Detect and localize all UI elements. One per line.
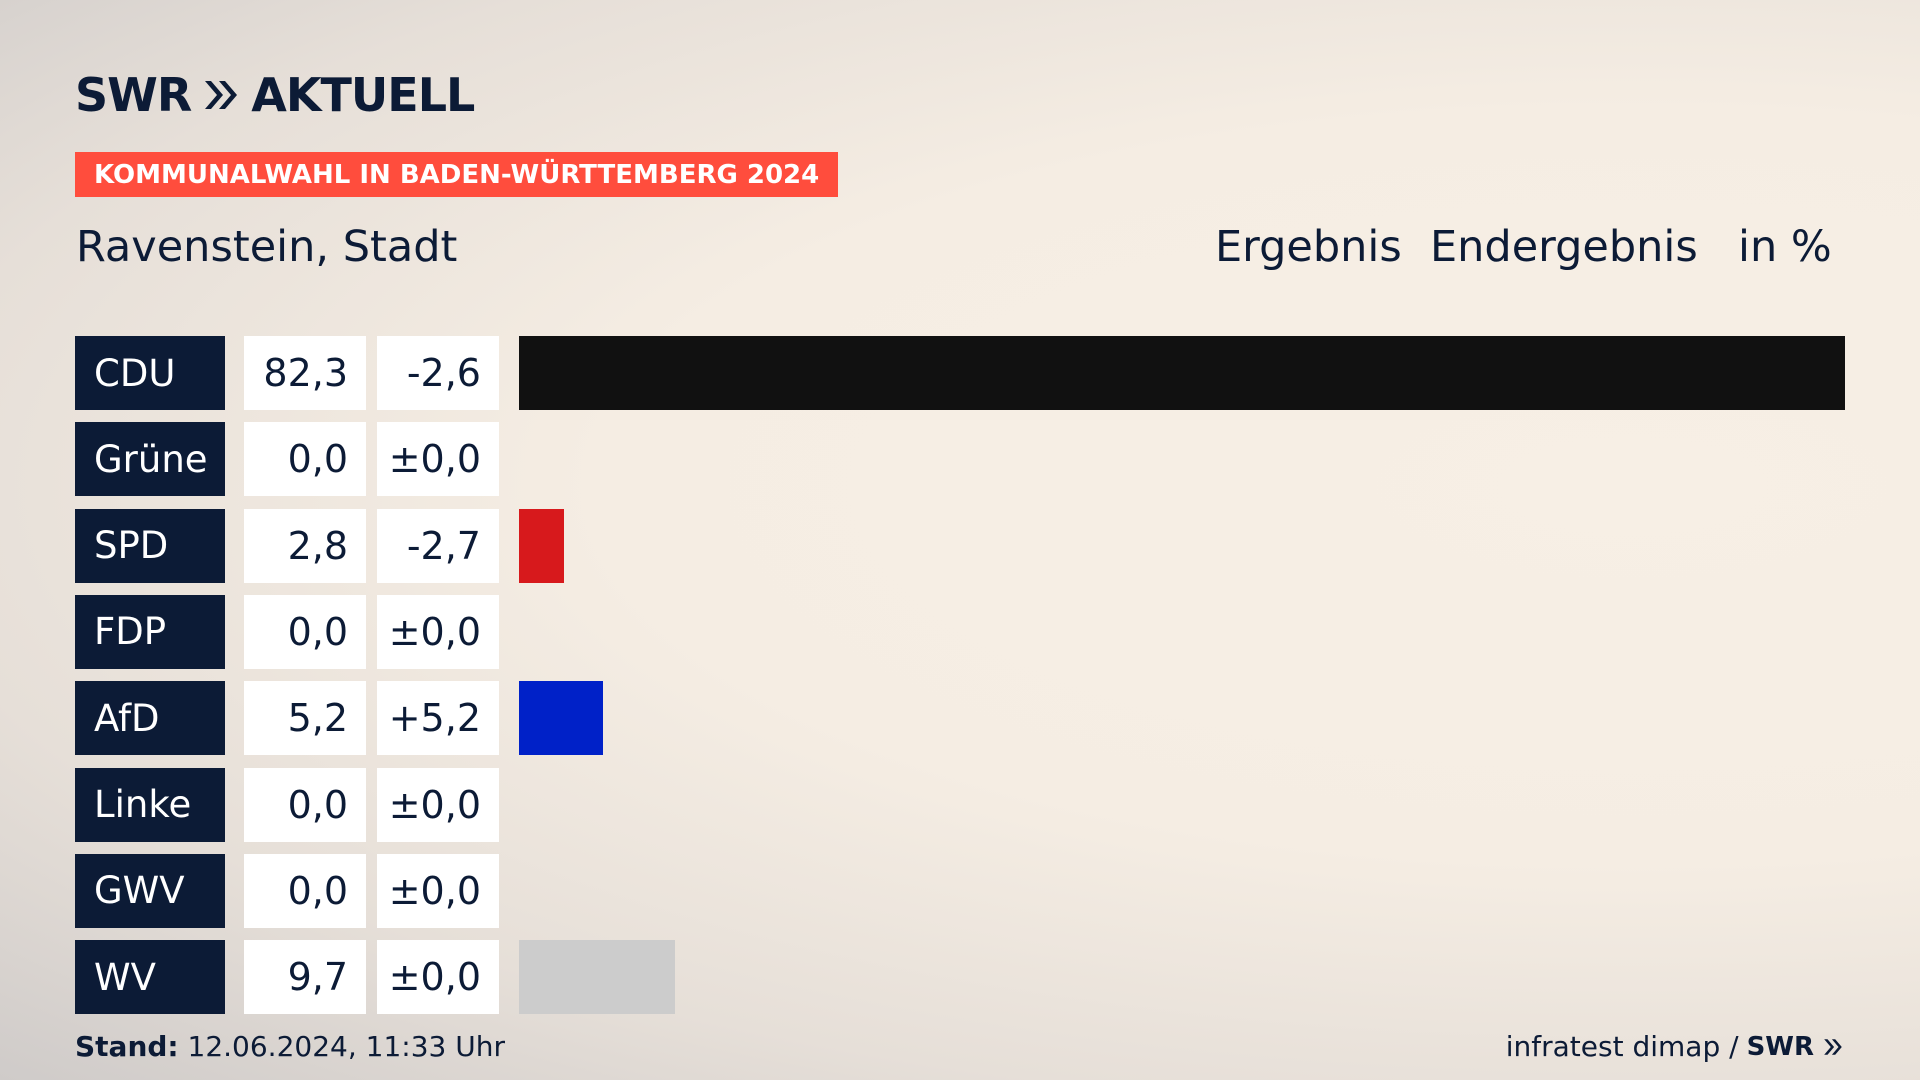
place-title: Ravenstein, Stadt <box>76 222 458 272</box>
stand-value: 12.06.2024, 11:33 Uhr <box>178 1030 505 1063</box>
vote-share-diff: ±0,0 <box>377 853 499 928</box>
party-label: Linke <box>75 767 225 842</box>
party-label: WV <box>75 940 225 1015</box>
logo-swr-text: SWR <box>75 68 192 122</box>
result-bar <box>519 508 565 583</box>
vote-share-value: 0,0 <box>244 767 366 842</box>
header-final: Endergebnis <box>1430 222 1698 272</box>
party-label: FDP <box>75 594 225 669</box>
result-bar <box>519 336 1845 410</box>
vote-share-diff: ±0,0 <box>377 767 499 842</box>
vote-share-value: 5,2 <box>244 681 366 756</box>
swr-aktuell-logo: SWR AKTUELL <box>75 68 475 122</box>
party-label: GWV <box>75 853 225 928</box>
vote-share-value: 82,3 <box>244 336 366 410</box>
vote-share-value: 0,0 <box>244 422 366 497</box>
double-chevron-icon <box>1824 1038 1842 1055</box>
result-bar <box>519 681 603 756</box>
result-bar <box>519 940 676 1015</box>
vote-share-diff: +5,2 <box>377 681 499 756</box>
party-label: Grüne <box>75 422 225 497</box>
vote-share-value: 0,0 <box>244 853 366 928</box>
vote-share-value: 9,7 <box>244 940 366 1015</box>
vote-share-diff: ±0,0 <box>377 594 499 669</box>
source-text: infratest dimap / <box>1505 1030 1739 1063</box>
vote-share-diff: -2,6 <box>377 336 499 410</box>
election-banner: KOMMUNALWAHL IN BADEN-WÜRTTEMBERG 2024 <box>75 152 839 197</box>
party-label: SPD <box>75 508 225 583</box>
header-unit: in % <box>1738 222 1832 272</box>
logo-aktuell-text: AKTUELL <box>251 68 475 122</box>
header-result: Ergebnis <box>1215 222 1402 272</box>
vote-share-value: 0,0 <box>244 594 366 669</box>
footer-stand: Stand: 12.06.2024, 11:33 Uhr <box>75 1030 505 1063</box>
footer-source: infratest dimap / SWR <box>1506 1030 1844 1063</box>
vote-share-diff: ±0,0 <box>377 422 499 497</box>
party-label: CDU <box>75 336 225 410</box>
source-brand: SWR <box>1746 1031 1814 1062</box>
stand-label: Stand: <box>75 1030 179 1063</box>
double-chevron-icon <box>205 81 238 109</box>
vote-share-diff: -2,7 <box>377 508 499 583</box>
vote-share-value: 2,8 <box>244 508 366 583</box>
vote-share-diff: ±0,0 <box>377 940 499 1015</box>
party-label: AfD <box>75 681 225 756</box>
